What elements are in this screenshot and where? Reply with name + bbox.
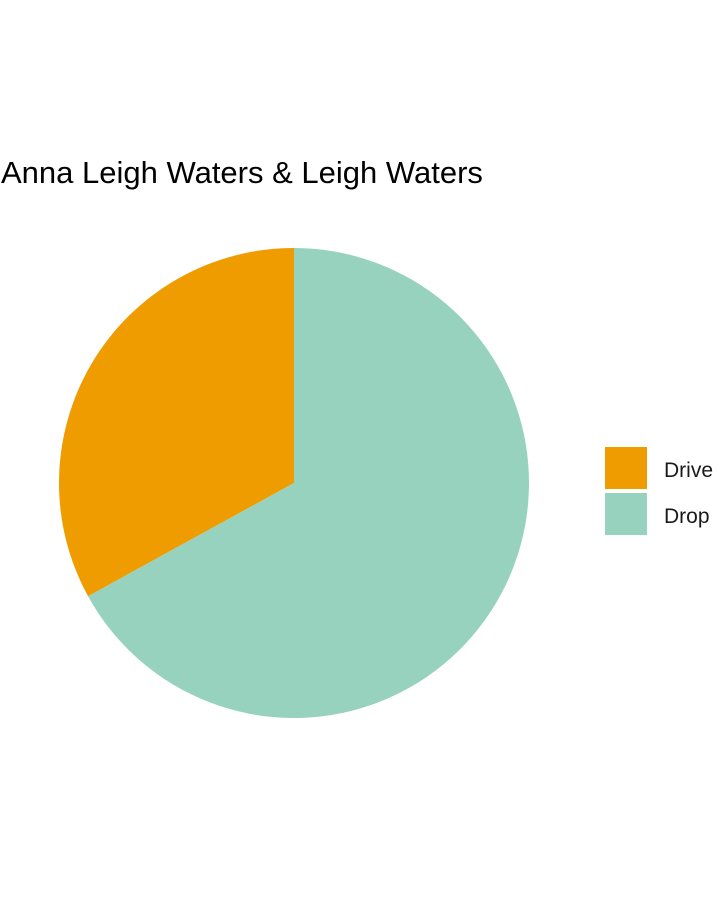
legend-label-drop: Drop — [664, 505, 710, 528]
pie-slice-drive — [59, 248, 295, 597]
pie-slice-drop — [88, 248, 530, 718]
chart-title: Anna Leigh Waters & Leigh Waters — [1, 155, 483, 190]
legend-label-drive: Drive — [664, 459, 713, 482]
legend-key-drop — [605, 493, 647, 535]
legend-key-drive — [605, 447, 647, 489]
legend: Drive Drop — [605, 447, 713, 535]
pie-slices — [59, 248, 530, 718]
